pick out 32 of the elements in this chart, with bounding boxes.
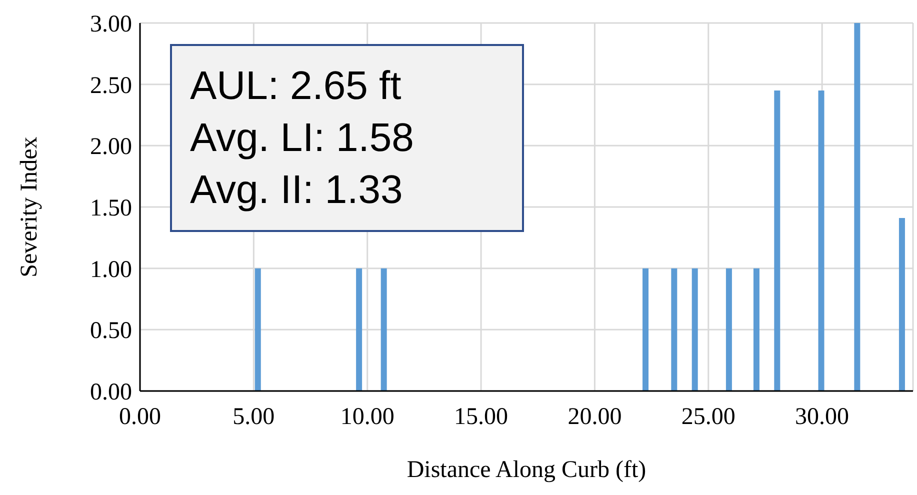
bar [818,90,824,391]
x-tick-label: 5.00 [232,404,275,430]
annotation: Avg. LI: 1.58 [190,115,415,162]
bar [642,268,649,391]
annotation: Avg. II: 1.33 [190,167,404,214]
x-tick-label: 0.00 [119,404,161,430]
bar [726,268,732,391]
text-box: AUL: 2.65 ft Avg. LI: 1.58 Avg. II: 1.33 [170,44,524,232]
bar [692,268,698,391]
y-tick-label: 1.00 [90,256,132,283]
bar [898,218,905,391]
x-tick-label: 20.00 [568,404,622,430]
x-tick-label: 25.00 [681,404,736,430]
x-axis-title: Distance Along Curb (ft) [406,457,646,483]
bar [753,268,760,391]
bar [854,23,860,391]
bar [356,268,362,391]
bar [254,268,261,391]
x-tick-label: 30.00 [795,404,850,430]
bar [380,268,387,391]
y-tick-label: 0.00 [90,380,132,406]
y-tick-label: 2.00 [90,134,132,160]
bar [774,90,780,391]
y-tick-label: 0.50 [90,318,132,344]
x-tick-label: 15.00 [454,404,508,430]
y-tick-label: 2.50 [90,72,132,99]
y-tick-label: 3.00 [90,12,132,38]
y-axis-title: Severity Index [16,136,43,278]
x-tick-label: 10.00 [340,404,394,430]
bar [671,268,678,391]
y-tick-label: 1.50 [90,196,132,222]
annotation: AUL: 2.65 ft [190,63,402,110]
